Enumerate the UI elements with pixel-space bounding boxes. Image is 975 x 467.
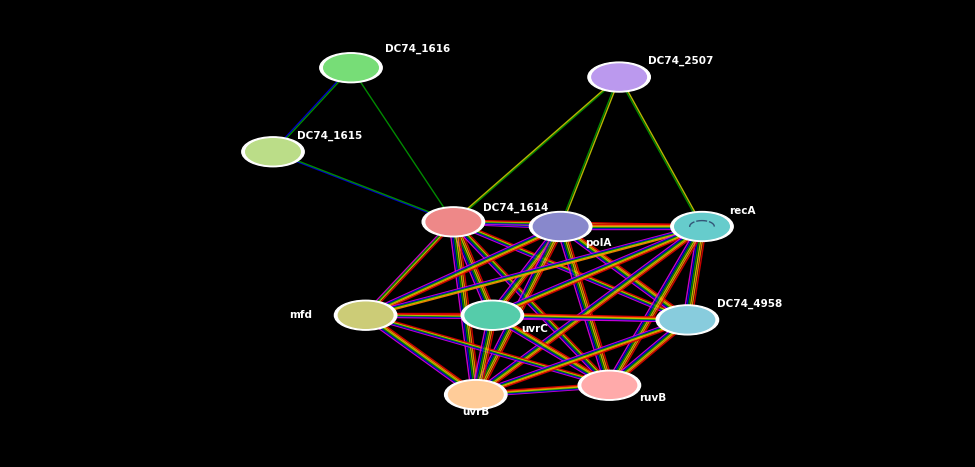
Circle shape: [660, 307, 715, 333]
Circle shape: [426, 209, 481, 235]
Circle shape: [592, 64, 646, 90]
Text: ruvB: ruvB: [639, 393, 666, 403]
Text: polA: polA: [585, 238, 611, 248]
Circle shape: [671, 212, 733, 241]
Text: uvrB: uvrB: [462, 407, 489, 417]
Circle shape: [675, 213, 729, 240]
Circle shape: [246, 139, 300, 165]
Circle shape: [338, 302, 393, 328]
Text: DC74_4958: DC74_4958: [717, 298, 782, 309]
Circle shape: [461, 300, 524, 330]
Circle shape: [578, 370, 641, 400]
Circle shape: [533, 213, 588, 240]
Circle shape: [445, 380, 507, 410]
Circle shape: [324, 55, 378, 81]
Text: DC74_1615: DC74_1615: [297, 130, 363, 141]
Text: recA: recA: [729, 206, 756, 216]
Circle shape: [422, 207, 485, 237]
Circle shape: [448, 382, 503, 408]
Circle shape: [582, 372, 637, 398]
Circle shape: [529, 212, 592, 241]
Circle shape: [334, 300, 397, 330]
Text: DC74_1614: DC74_1614: [483, 203, 548, 213]
Circle shape: [320, 53, 382, 83]
Circle shape: [465, 302, 520, 328]
Circle shape: [242, 137, 304, 167]
Circle shape: [656, 305, 719, 335]
Text: DC74_2507: DC74_2507: [648, 56, 714, 66]
Circle shape: [588, 62, 650, 92]
Text: mfd: mfd: [289, 310, 312, 320]
Text: DC74_1616: DC74_1616: [385, 44, 450, 54]
Text: uvrC: uvrC: [522, 324, 549, 334]
